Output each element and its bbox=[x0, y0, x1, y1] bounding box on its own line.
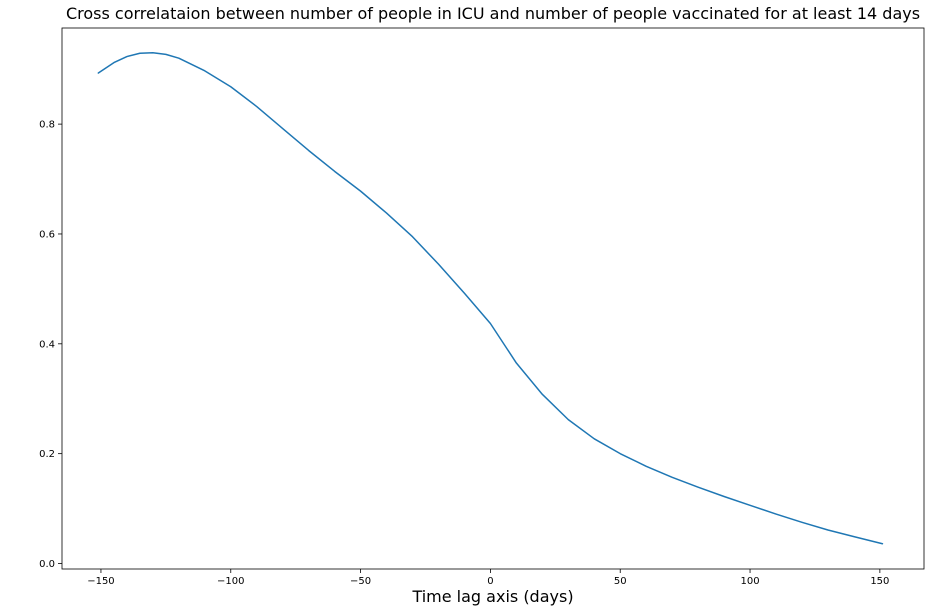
x-tick-label: 0 bbox=[487, 576, 493, 587]
chart-title: Cross correlataion between number of peo… bbox=[66, 4, 920, 23]
correlation-line bbox=[97, 51, 884, 545]
x-tick-label: −150 bbox=[87, 576, 114, 587]
y-tick-label: 0.2 bbox=[39, 449, 55, 460]
y-tick-label: 0.8 bbox=[39, 120, 55, 131]
x-tick-label: 150 bbox=[870, 576, 889, 587]
axes-frame bbox=[61, 27, 925, 570]
plot-area: −150 −100 −50 0 50 100 150 0.0 0.2 0.4 0.6 0.8 bbox=[39, 27, 925, 587]
y-tick-label: 0.0 bbox=[39, 559, 55, 570]
x-tick-label: −100 bbox=[217, 576, 244, 587]
y-tick-label: 0.4 bbox=[39, 339, 55, 350]
y-tick-label: 0.6 bbox=[39, 229, 55, 240]
x-tick-label: −50 bbox=[350, 576, 371, 587]
x-axis-label: Time lag axis (days) bbox=[411, 587, 573, 606]
x-tick-label: 100 bbox=[740, 576, 759, 587]
x-tick-label: 50 bbox=[614, 576, 627, 587]
